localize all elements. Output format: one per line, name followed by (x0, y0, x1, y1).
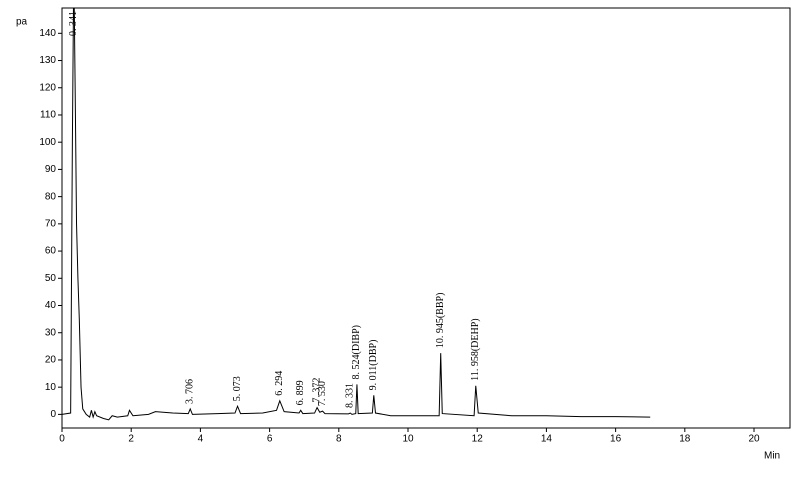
x-tick-label: 4 (198, 434, 204, 445)
y-tick-label: 60 (45, 246, 57, 257)
y-tick-label: 110 (40, 110, 56, 121)
peak-label: 0. 341 (68, 11, 79, 36)
x-tick-label: 10 (402, 434, 414, 445)
peak-label: 10. 945(BBP) (435, 293, 446, 349)
peak-label: 8. 331 (345, 383, 356, 408)
x-tick-label: 18 (679, 434, 691, 445)
y-tick-label: 70 (45, 218, 57, 229)
x-tick-label: 6 (267, 434, 273, 445)
y-tick-label: 0 (50, 409, 56, 420)
x-tick-label: 0 (59, 434, 65, 445)
peak-label: 7. 530 (317, 381, 328, 406)
y-axis-label: pa (16, 17, 28, 28)
y-tick-label: 50 (45, 273, 57, 284)
y-tick-label: 80 (45, 191, 57, 202)
y-tick-label: 140 (39, 28, 56, 39)
y-tick-label: 30 (45, 327, 57, 338)
y-tick-label: 130 (39, 55, 56, 66)
y-tick-label: 90 (45, 164, 57, 175)
y-tick-label: 100 (39, 137, 56, 148)
peak-label: 6. 899 (295, 380, 306, 405)
x-axis-label: Min (764, 451, 780, 462)
plot-frame (61, 7, 791, 429)
x-tick-label: 20 (748, 434, 760, 445)
y-tick-label: 10 (45, 382, 57, 393)
peak-label: 7. 372 (311, 378, 322, 403)
trace (62, 8, 651, 421)
x-tick-label: 8 (336, 434, 342, 445)
peak-label: 5. 073 (232, 376, 243, 401)
peak-label: 11. 958(DEHP) (470, 318, 481, 380)
x-tick-label: 2 (128, 434, 134, 445)
peak-label: 6. 294 (274, 371, 285, 396)
x-tick-label: 14 (541, 434, 553, 445)
x-tick-label: 12 (472, 434, 484, 445)
y-tick-label: 40 (45, 300, 57, 311)
y-tick-label: 20 (45, 355, 57, 366)
peak-label: 3. 706 (185, 379, 196, 404)
peak-label: 9. 011(DBP) (368, 340, 379, 391)
peak-label: 8. 524(DIBP) (351, 325, 362, 379)
y-tick-label: 120 (39, 82, 56, 93)
x-tick-label: 16 (610, 434, 622, 445)
